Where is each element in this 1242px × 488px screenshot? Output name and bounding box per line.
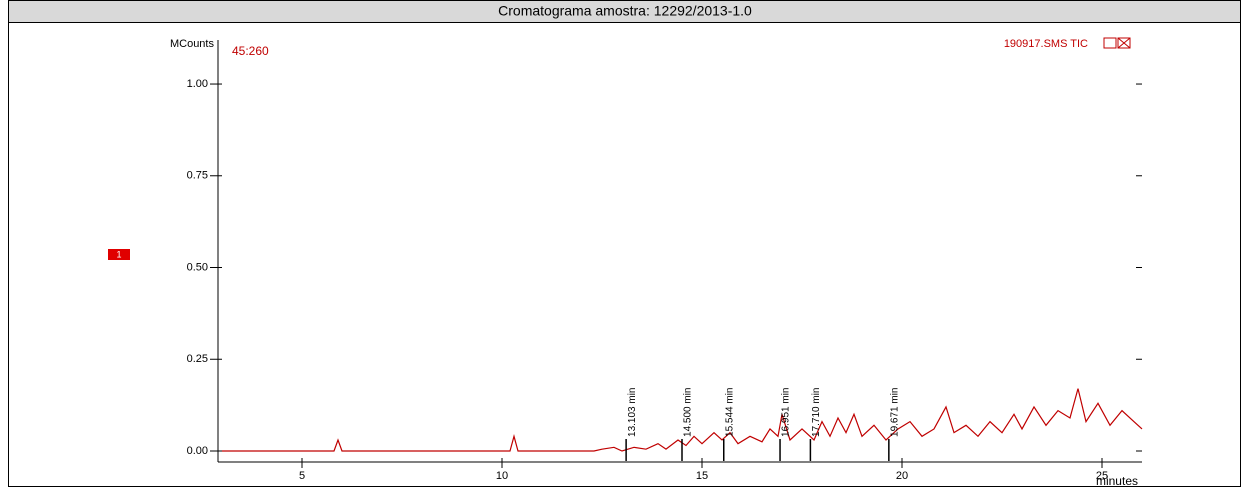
x-tick-label: 25 [1096, 470, 1108, 482]
chart-title: Cromatograma amostra: 12292/2013-1.0 [498, 3, 752, 19]
peak-label: 19.671 min [889, 388, 900, 437]
y-tick-label: 0.50 [187, 261, 208, 273]
window-button[interactable] [1103, 37, 1117, 49]
peak-label: 16.951 min [781, 388, 792, 437]
x-tick-label: 20 [896, 470, 908, 482]
x-axis-label: minutes [1096, 474, 1138, 488]
x-tick-label: 15 [696, 470, 708, 482]
title-bar [8, 0, 1241, 23]
close-button[interactable] [1117, 37, 1131, 49]
trace-line [222, 388, 1143, 452]
trace-marker[interactable] [108, 249, 130, 260]
y-tick-label: 0.25 [187, 353, 208, 365]
peak-label: 15.544 min [724, 388, 735, 437]
y-tick-label: 0.75 [187, 170, 208, 182]
close-icon [1117, 37, 1131, 49]
trace-label: 190917.SMS TIC [1004, 38, 1088, 50]
trace-marker-label: 1 [116, 249, 121, 259]
y-axis-label: MCounts [170, 38, 215, 50]
peak-label: 13.103 min [627, 388, 638, 437]
y-tick-label: 1.00 [187, 78, 208, 90]
peak-label: 17.710 min [811, 388, 822, 437]
x-tick-label: 10 [496, 470, 508, 482]
peak-label: 14.500 min [683, 388, 694, 437]
scan-label: 45:260 [232, 44, 269, 58]
x-tick-label: 5 [299, 470, 305, 482]
y-tick-label: 0.00 [187, 445, 208, 457]
